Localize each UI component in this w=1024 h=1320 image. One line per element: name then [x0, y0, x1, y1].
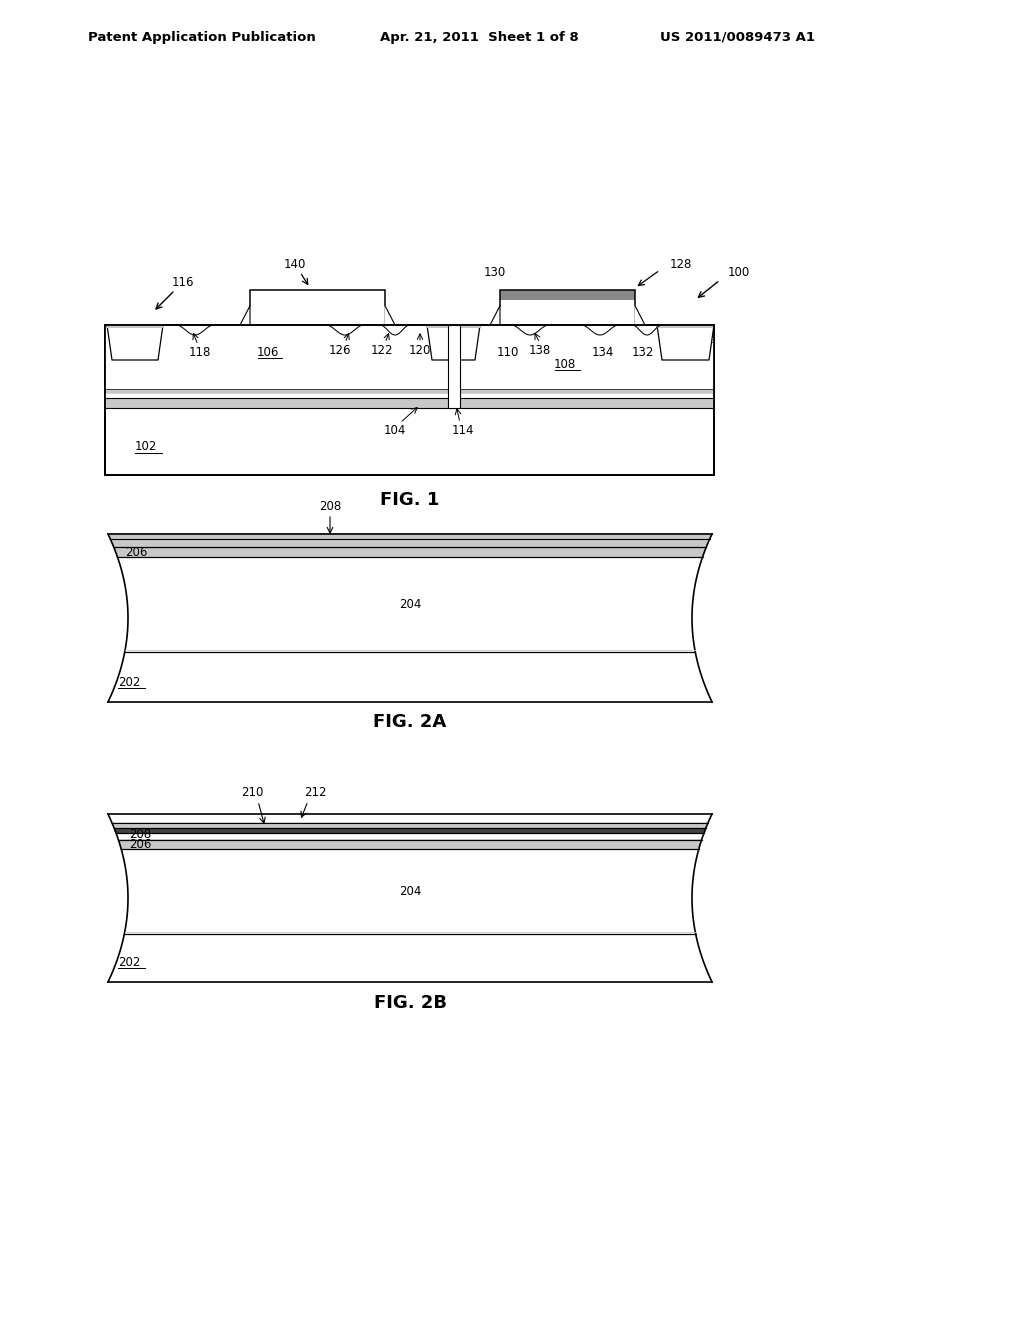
Bar: [500, 290, 635, 325]
Bar: [657, 325, 714, 327]
Polygon shape: [108, 814, 712, 982]
Text: Patent Application Publication: Patent Application Publication: [88, 30, 315, 44]
Text: 132: 132: [632, 346, 654, 359]
Text: 206: 206: [126, 545, 147, 558]
Text: 128: 128: [670, 257, 692, 271]
Polygon shape: [108, 535, 712, 702]
Polygon shape: [114, 828, 706, 833]
Text: 130: 130: [484, 265, 506, 279]
Text: 138: 138: [528, 345, 551, 358]
Bar: [250, 290, 385, 325]
Polygon shape: [240, 306, 250, 325]
Text: 102: 102: [135, 441, 158, 454]
Bar: [250, 321, 385, 325]
Polygon shape: [657, 325, 714, 360]
Polygon shape: [112, 822, 708, 828]
Bar: [105, 325, 714, 475]
Bar: [105, 389, 714, 393]
Text: 118: 118: [188, 346, 211, 359]
Text: FIG. 2A: FIG. 2A: [374, 713, 446, 731]
Text: 208: 208: [318, 500, 341, 513]
Text: 120: 120: [409, 345, 431, 358]
Text: 206: 206: [129, 837, 152, 850]
Polygon shape: [119, 840, 701, 849]
Text: Apr. 21, 2011  Sheet 1 of 8: Apr. 21, 2011 Sheet 1 of 8: [380, 30, 579, 44]
Text: 122: 122: [371, 345, 393, 358]
Polygon shape: [490, 306, 500, 325]
Bar: [449, 325, 460, 408]
Text: 210: 210: [241, 787, 263, 800]
Text: 204: 204: [398, 598, 421, 611]
Polygon shape: [108, 535, 712, 546]
Text: 202: 202: [119, 956, 140, 969]
Text: 116: 116: [172, 276, 195, 289]
Bar: [105, 399, 714, 408]
Polygon shape: [114, 546, 707, 557]
Text: 134: 134: [592, 346, 614, 359]
Bar: [105, 325, 714, 389]
Text: 124: 124: [306, 298, 329, 312]
Bar: [105, 325, 714, 475]
Text: 104: 104: [384, 424, 407, 437]
Text: 204: 204: [398, 884, 421, 898]
Text: US 2011/0089473 A1: US 2011/0089473 A1: [660, 30, 815, 44]
Polygon shape: [635, 306, 645, 325]
Text: FIG. 1: FIG. 1: [380, 491, 439, 510]
Bar: [427, 325, 480, 327]
Text: 208: 208: [129, 829, 152, 842]
Bar: [105, 393, 714, 399]
Text: 112c: 112c: [660, 333, 687, 342]
Text: 106: 106: [257, 346, 280, 359]
Bar: [500, 290, 635, 325]
Polygon shape: [106, 325, 163, 360]
Text: 126: 126: [329, 345, 351, 358]
Text: 136: 136: [556, 298, 579, 312]
Polygon shape: [385, 306, 395, 325]
Text: 100: 100: [728, 265, 751, 279]
Text: 202: 202: [119, 676, 140, 689]
Text: 212: 212: [304, 787, 327, 800]
Text: 110: 110: [497, 346, 519, 359]
Text: 114: 114: [452, 424, 474, 437]
Bar: [500, 290, 635, 300]
Bar: [106, 325, 163, 327]
Text: 108: 108: [554, 359, 577, 371]
Text: 140: 140: [284, 259, 306, 272]
Text: 112a: 112a: [109, 333, 137, 342]
Polygon shape: [427, 325, 480, 360]
Bar: [500, 321, 635, 325]
Text: 112b: 112b: [430, 333, 458, 342]
Text: FIG. 2B: FIG. 2B: [374, 994, 446, 1012]
